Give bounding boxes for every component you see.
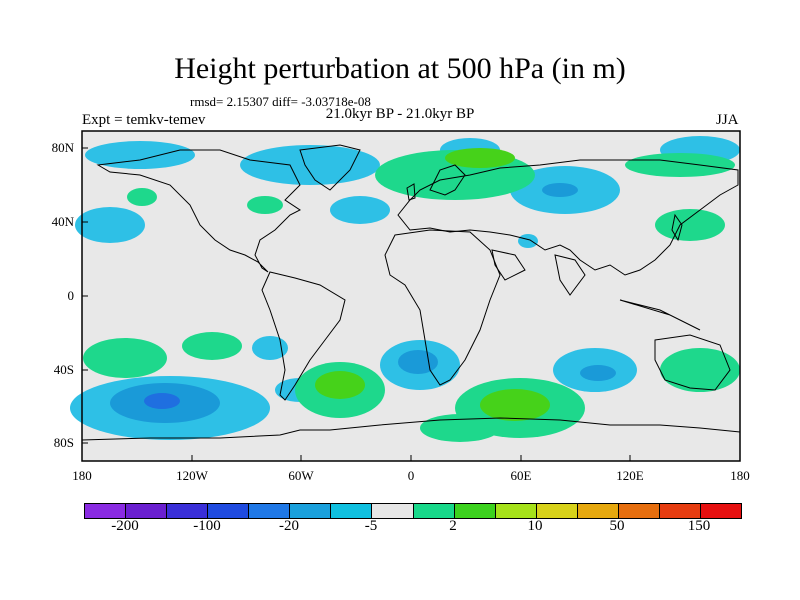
lon-tick-label: 120E (616, 468, 644, 483)
colorbar-swatch (536, 504, 578, 518)
colorbar-swatch (454, 504, 496, 518)
colorbar-label: 150 (687, 518, 711, 534)
colorbar-swatch (85, 504, 127, 518)
lat-tick-label: 80S (53, 435, 74, 450)
experiment-label: Expt = temkv-temev (82, 112, 206, 128)
lat-tick-label: 40N (51, 214, 74, 229)
colorbar-label: 50 (609, 518, 625, 534)
colorbar-label: 10 (527, 518, 543, 534)
colorbar-swatch (208, 504, 250, 518)
colorbar-label: -100 (193, 518, 221, 534)
colorbar-swatch (618, 504, 660, 518)
colorbar-swatch (372, 504, 414, 518)
colorbar-swatch (290, 504, 332, 518)
chart-title: Height perturbation at 500 hPa (in m) (174, 52, 626, 85)
colorbar-label: -20 (279, 518, 299, 534)
colorbar-swatch (413, 504, 455, 518)
lon-tick-label: 0 (407, 468, 415, 483)
colorbar-label: 2 (449, 518, 457, 534)
negative-anomaly-regions (70, 136, 740, 440)
season-label: JJA (716, 112, 739, 128)
colorbar-swatch (659, 504, 701, 518)
period-label: 21.0kyr BP - 21.0kyr BP (325, 106, 475, 122)
coastlines (81, 144, 741, 441)
lon-tick-label: 120W (176, 468, 208, 483)
colorbar-swatch (249, 504, 291, 518)
colorbar-swatch (700, 504, 741, 518)
colorbar-swatch (331, 504, 373, 518)
lat-tick-label: 80N (51, 140, 74, 155)
lon-tick-label: 60W (288, 468, 314, 483)
lon-tick-label: 180 (730, 468, 750, 483)
lat-tick-label: 40S (53, 362, 74, 377)
colorbar-swatch (577, 504, 619, 518)
colorbar (84, 503, 742, 519)
lon-tick-label: 60E (510, 468, 532, 483)
stats-label: rmsd= 2.15307 diff= -3.03718e-08 (190, 94, 371, 109)
colorbar-label: -5 (364, 518, 378, 534)
lon-tick-label: 180 (72, 468, 92, 483)
lat-tick-label: 0 (67, 288, 75, 303)
colorbar-label: -200 (111, 518, 139, 534)
positive-anomaly-regions (83, 148, 740, 442)
colorbar-swatch (495, 504, 537, 518)
colorbar-swatch (126, 504, 168, 518)
colorbar-swatch (167, 504, 209, 518)
tick-marks (81, 147, 741, 461)
